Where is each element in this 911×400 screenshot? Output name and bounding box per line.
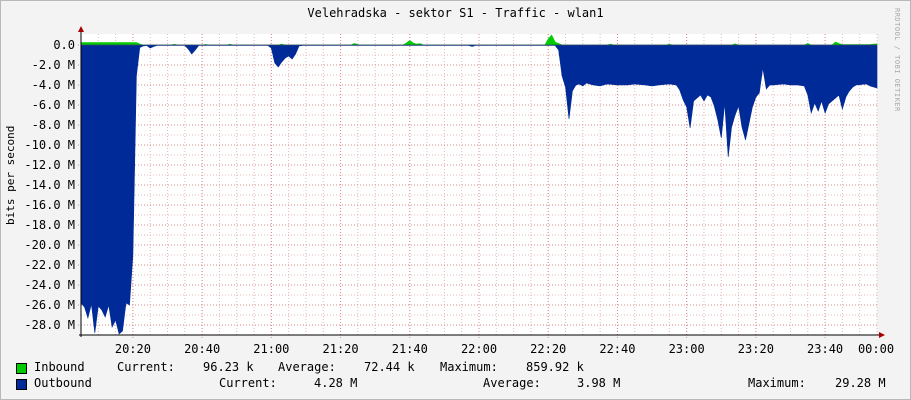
x-tick-label: 22:40 (599, 342, 635, 356)
inbound-average-label: Average: (278, 360, 336, 374)
x-tick-label: 21:20 (323, 342, 359, 356)
inbound-average-value: 72.44 k (364, 360, 415, 374)
y-tick-label: -24.0 M (24, 278, 75, 292)
y-tick-label: -28.0 M (24, 318, 75, 332)
outbound-average-label: Average: (483, 376, 541, 390)
x-tick-label: 21:00 (253, 342, 289, 356)
x-tick-label: 23:20 (738, 342, 774, 356)
outbound-maximum-value: 29.28 M (835, 376, 886, 390)
y-tick-label: -20.0 M (24, 238, 75, 252)
y-tick-label: -26.0 M (24, 298, 75, 312)
y-tick-label: -4.0 M (32, 78, 75, 92)
y-tick-label: -14.0 M (24, 178, 75, 192)
inbound-legend-label: Inbound (34, 360, 85, 374)
y-tick-label: 0.0 (53, 38, 75, 52)
inbound-maximum-label: Maximum: (440, 360, 498, 374)
outbound-average-value: 3.98 M (577, 376, 621, 390)
outbound-legend-swatch (16, 379, 27, 390)
outbound-current-label: Current: (219, 376, 277, 390)
chart-axes (78, 26, 885, 338)
x-tick-label: 21:40 (392, 342, 428, 356)
x-tick-label: 22:20 (530, 342, 566, 356)
inbound-maximum-value: 859.92 k (526, 360, 584, 374)
y-tick-label: -18.0 M (24, 218, 75, 232)
inbound-current-value: 96.23 k (203, 360, 254, 374)
y-tick-label: -8.0 M (32, 118, 75, 132)
y-tick-label: -12.0 M (24, 158, 75, 172)
series-outbound-area (80, 44, 878, 335)
y-axis-arrow (78, 26, 84, 32)
y-tick-label: -22.0 M (24, 258, 75, 272)
inbound-current-label: Current: (117, 360, 175, 374)
outbound-maximum-label: Maximum: (748, 376, 806, 390)
inbound-legend-swatch (16, 363, 27, 374)
x-tick-label: 00:00 (858, 342, 894, 356)
outbound-legend-label: Outbound (34, 376, 92, 390)
y-tick-label: -6.0 M (32, 98, 75, 112)
y-tick-label: -10.0 M (24, 138, 75, 152)
rrdtool-watermark: RRDTOOL / TOBI OETIKER (893, 8, 901, 112)
y-tick-label: -2.0 M (32, 58, 75, 72)
x-tick-label: 23:40 (807, 342, 843, 356)
outbound-current-value: 4.28 M (314, 376, 358, 390)
x-tick-label: 22:00 (461, 342, 497, 356)
x-tick-label: 23:00 (669, 342, 705, 356)
chart-title: Velehradska - sektor S1 - Traffic - wlan… (307, 6, 604, 20)
y-tick-label: -16.0 M (24, 198, 75, 212)
x-axis-arrow (879, 332, 885, 338)
x-tick-label: 20:20 (115, 342, 151, 356)
chart-tick-labels: 0.0 -2.0 M -4.0 M -6.0 M -8.0 M -10.0 M -12.0 … (24, 38, 894, 356)
x-tick-label: 20:40 (184, 342, 220, 356)
